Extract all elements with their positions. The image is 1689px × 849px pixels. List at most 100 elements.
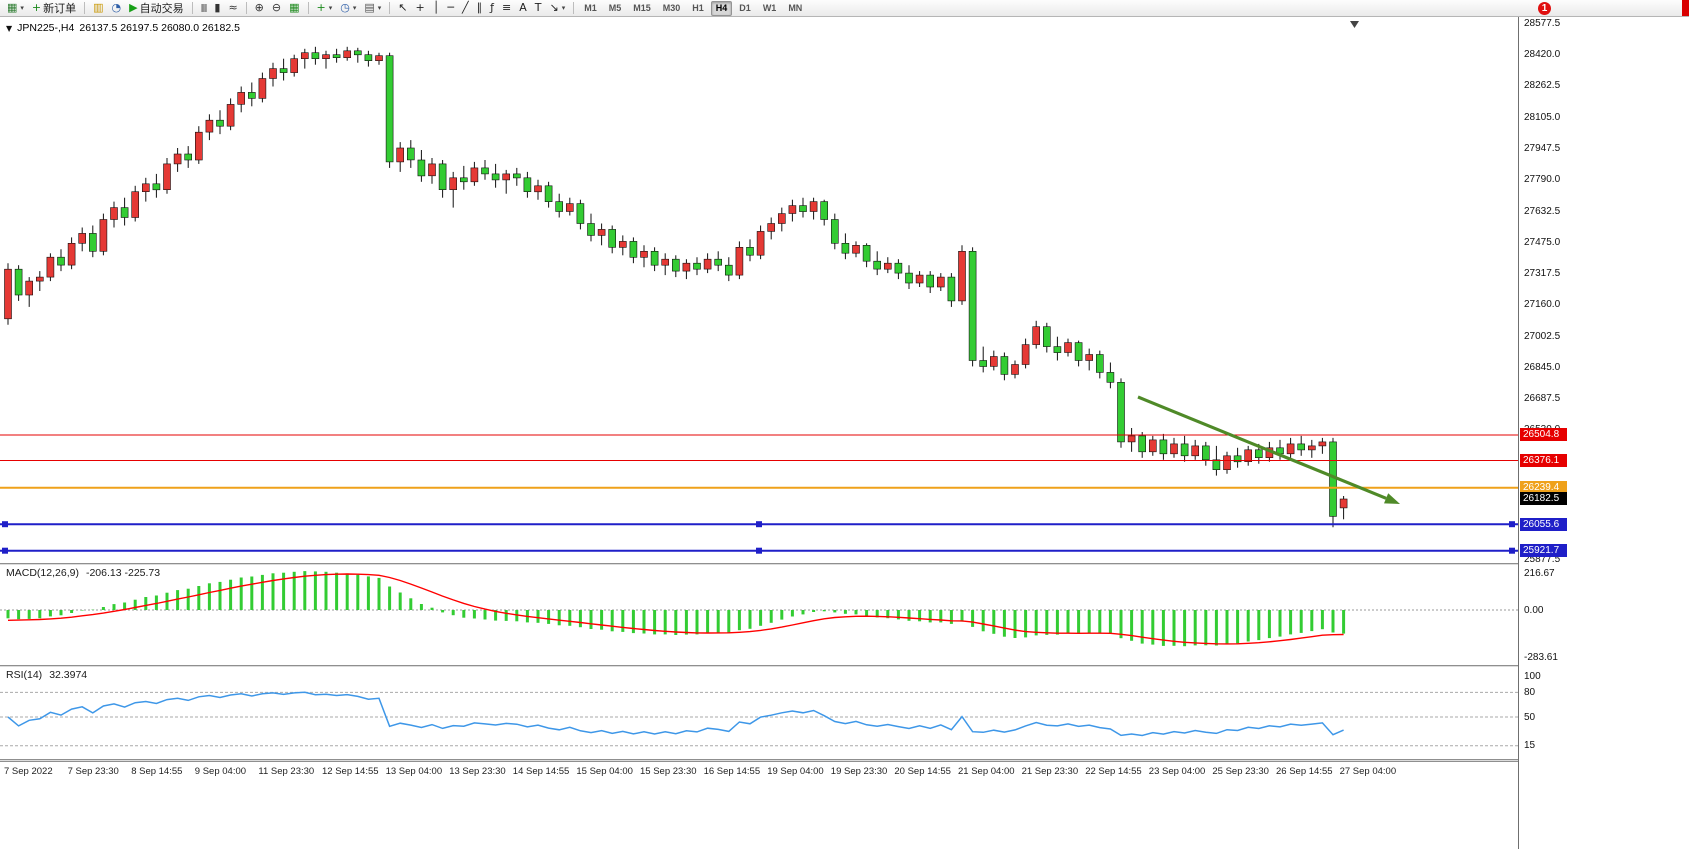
rsi-svg[interactable] [0, 667, 1518, 759]
periods-icon: ◷ [340, 1, 350, 14]
vertical-line-button[interactable]: │ [429, 1, 444, 16]
dropdown-arrow-icon[interactable]: ▾ [20, 4, 24, 12]
new-order-button[interactable]: + 新订单 [28, 1, 80, 16]
macd-panel[interactable]: MACD(12,26,9) -206.13 -225.73 [0, 565, 1518, 665]
periods-button[interactable]: ◷ ▾ [336, 1, 360, 16]
profiles-button[interactable]: ▥ [89, 1, 107, 16]
profiles-icon: ▥ [93, 1, 104, 14]
price-chart-panel[interactable]: ▼ JPN225-,H4 26137.5 26197.5 26080.0 261… [0, 17, 1518, 563]
text-label-icon: T [534, 1, 542, 14]
toolbar-separator [84, 2, 86, 14]
horizontal-line-button[interactable]: ─ [443, 1, 458, 16]
timeframe-d1-button[interactable]: D1 [739, 3, 751, 13]
time-tick-label: 23 Sep 04:00 [1148, 766, 1206, 777]
channel-button[interactable]: ∥ [473, 1, 487, 16]
tile-windows-button[interactable]: ▦ [285, 1, 303, 16]
horizontal-line-icon: ─ [447, 1, 454, 14]
market-watch-button[interactable]: ◔ [108, 1, 126, 16]
crosshair-button[interactable]: + [412, 1, 429, 16]
line-chart-button[interactable]: ≈ [224, 1, 241, 16]
toolbar-separator [573, 2, 575, 14]
symbol-period-label: JPN225-,H4 [17, 22, 75, 34]
timeframe-m5-button[interactable]: M5 [608, 3, 622, 13]
line-chart-icon: ≈ [228, 1, 238, 14]
hline-price-badge: 26504.8 [1520, 428, 1567, 442]
timeframe-h4-button[interactable]: H4 [710, 0, 733, 16]
cycle-lines-button[interactable]: ≡ [498, 1, 515, 16]
timeframe-m30-button[interactable]: M30 [662, 3, 681, 13]
new-order-label: 新订单 [43, 3, 77, 15]
panel-divider[interactable] [0, 759, 1689, 761]
time-tick-label: 27 Sep 04:00 [1339, 766, 1397, 777]
dropdown-arrow-icon[interactable]: ▾ [561, 4, 566, 12]
toolbar-separator [307, 2, 309, 14]
templates-button[interactable]: ▤ ▾ [360, 1, 385, 16]
price-chart-svg[interactable] [0, 17, 1518, 563]
notification-badge[interactable]: 1 [1538, 2, 1551, 15]
timeframe-m15-button[interactable]: M15 [633, 3, 651, 13]
timeframe-mn-button[interactable]: MN [788, 3, 803, 13]
price-tick-label: 27790.0 [1524, 174, 1561, 186]
templates-icon: ▤ [364, 1, 375, 14]
fibonacci-button[interactable]: ƒ [486, 1, 498, 16]
rsi-panel[interactable]: RSI(14) 32.3974 [0, 667, 1518, 759]
dropdown-arrow-icon[interactable]: ▾ [377, 4, 382, 12]
time-tick-label: 8 Sep 14:55 [131, 766, 183, 777]
timeframe-h1-button[interactable]: H1 [692, 3, 704, 13]
hline-price-badge: 26055.6 [1520, 517, 1567, 531]
candlestick-chart-button[interactable]: ▮ [210, 1, 224, 16]
time-tick-label: 20 Sep 14:55 [894, 766, 951, 777]
main-toolbar: ▦ ▾ + 新订单 ▥ ◔ ▶ 自动交易 ||| ▮ ≈ ⊕ ⊖ ▦ + ▾ ◷ ▾ ▤ ▾ ↖ + │ ─ ╱ ∥ ƒ ≡ A T ↘ ▾ M… [0, 0, 1689, 17]
ohlc-readout: 26137.5 26197.5 26080.0 26182.5 [79, 22, 240, 34]
panel-divider[interactable] [0, 563, 1689, 565]
cursor-icon: ↖ [398, 1, 408, 14]
rsi-tick-label: 80 [1524, 686, 1536, 698]
collapse-chart-icon[interactable]: ▼ [6, 23, 13, 33]
rsi-label: RSI(14) 32.3974 [6, 669, 87, 681]
new-chart-button[interactable]: ▦ ▾ [3, 1, 28, 16]
text-label-button[interactable]: T [531, 1, 546, 16]
time-tick-label: 19 Sep 23:30 [830, 766, 888, 777]
dropdown-arrow-icon[interactable]: ▾ [352, 4, 357, 12]
auto-trading-button[interactable]: ▶ 自动交易 [125, 1, 187, 16]
timeframe-w1-button[interactable]: W1 [762, 3, 777, 13]
hline-price-badge: 26239.4 [1520, 481, 1567, 495]
indicators-icon: + [316, 1, 326, 14]
macd-title: MACD(12,26,9) [6, 567, 79, 579]
timeframe-m1-button[interactable]: M1 [584, 3, 597, 13]
time-tick-label: 15 Sep 23:30 [640, 766, 697, 777]
arrows-icon: ↘ [549, 1, 559, 14]
dropdown-arrow-icon[interactable]: ▾ [328, 4, 333, 12]
rsi-tick-label: 50 [1524, 711, 1536, 723]
time-axis[interactable]: 7 Sep 2022 7 Sep 23:30 8 Sep 14:55 9 Sep 04… [0, 761, 1518, 849]
tile-windows-icon: ▦ [289, 1, 300, 14]
fibonacci-icon: ƒ [490, 1, 494, 14]
cursor-button[interactable]: ↖ [394, 1, 411, 16]
indicators-button[interactable]: + ▾ [313, 1, 337, 16]
price-tick-label: 27317.5 [1524, 268, 1561, 280]
zoom-in-button[interactable]: ⊕ [251, 1, 268, 16]
bar-chart-icon: ||| [200, 3, 208, 12]
text-button[interactable]: A [515, 1, 531, 16]
price-tick-label: 25877.5 [1524, 554, 1561, 566]
cycle-lines-icon: ≡ [501, 1, 512, 14]
time-tick-label: 13 Sep 04:00 [385, 766, 443, 777]
bar-chart-button[interactable]: ||| [197, 1, 211, 16]
price-tick-label: 28577.5 [1524, 17, 1561, 29]
price-tick-label: 27947.5 [1524, 143, 1561, 155]
time-tick-label: 7 Sep 2022 [4, 766, 53, 777]
price-tick-label: 28262.5 [1524, 80, 1561, 92]
time-tick-label: 21 Sep 23:30 [1021, 766, 1079, 777]
text-icon: A [519, 1, 527, 14]
candlestick-chart-icon: ▮ [214, 1, 221, 14]
trendline-button[interactable]: ╱ [458, 1, 473, 16]
macd-values: -206.13 -225.73 [85, 567, 161, 579]
zoom-out-button[interactable]: ⊖ [268, 1, 285, 16]
arrows-button[interactable]: ↘ ▾ [545, 1, 569, 16]
macd-svg[interactable] [0, 565, 1518, 665]
vertical-line-icon: │ [432, 1, 440, 14]
price-axis[interactable]: 28577.5 28420.0 28262.5 28105.0 27947.5 27790… [1518, 17, 1689, 849]
hline-price-badge: 26376.1 [1520, 454, 1567, 468]
panel-divider[interactable] [0, 665, 1689, 667]
